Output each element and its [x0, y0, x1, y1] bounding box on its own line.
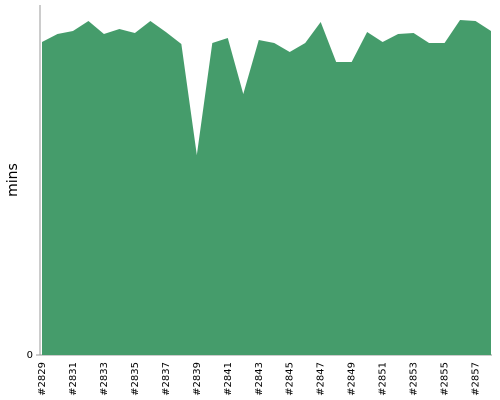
x-tick-label: #2837: [161, 362, 172, 396]
x-tick-label: #2829: [37, 362, 48, 396]
x-tick-label: #2853: [409, 362, 420, 396]
x-tick-label: #2849: [347, 362, 358, 396]
x-tick-label: #2841: [223, 362, 234, 396]
y-axis-label: mins: [5, 163, 21, 197]
x-tick-label: #2857: [471, 362, 482, 396]
x-tick-label: #2855: [440, 362, 451, 396]
x-tick-label: #2845: [285, 362, 296, 396]
area: [42, 20, 491, 355]
x-tick-label: #2843: [254, 362, 265, 396]
x-tick-label: #2833: [99, 362, 110, 396]
x-tick-label: #2839: [192, 362, 203, 396]
x-tick-label: #2851: [378, 362, 389, 396]
x-tick-label: #2847: [316, 362, 327, 396]
y-tick-label: 0: [27, 350, 33, 361]
x-tick-label: #2835: [130, 362, 141, 396]
x-tick-label: #2831: [68, 362, 79, 396]
